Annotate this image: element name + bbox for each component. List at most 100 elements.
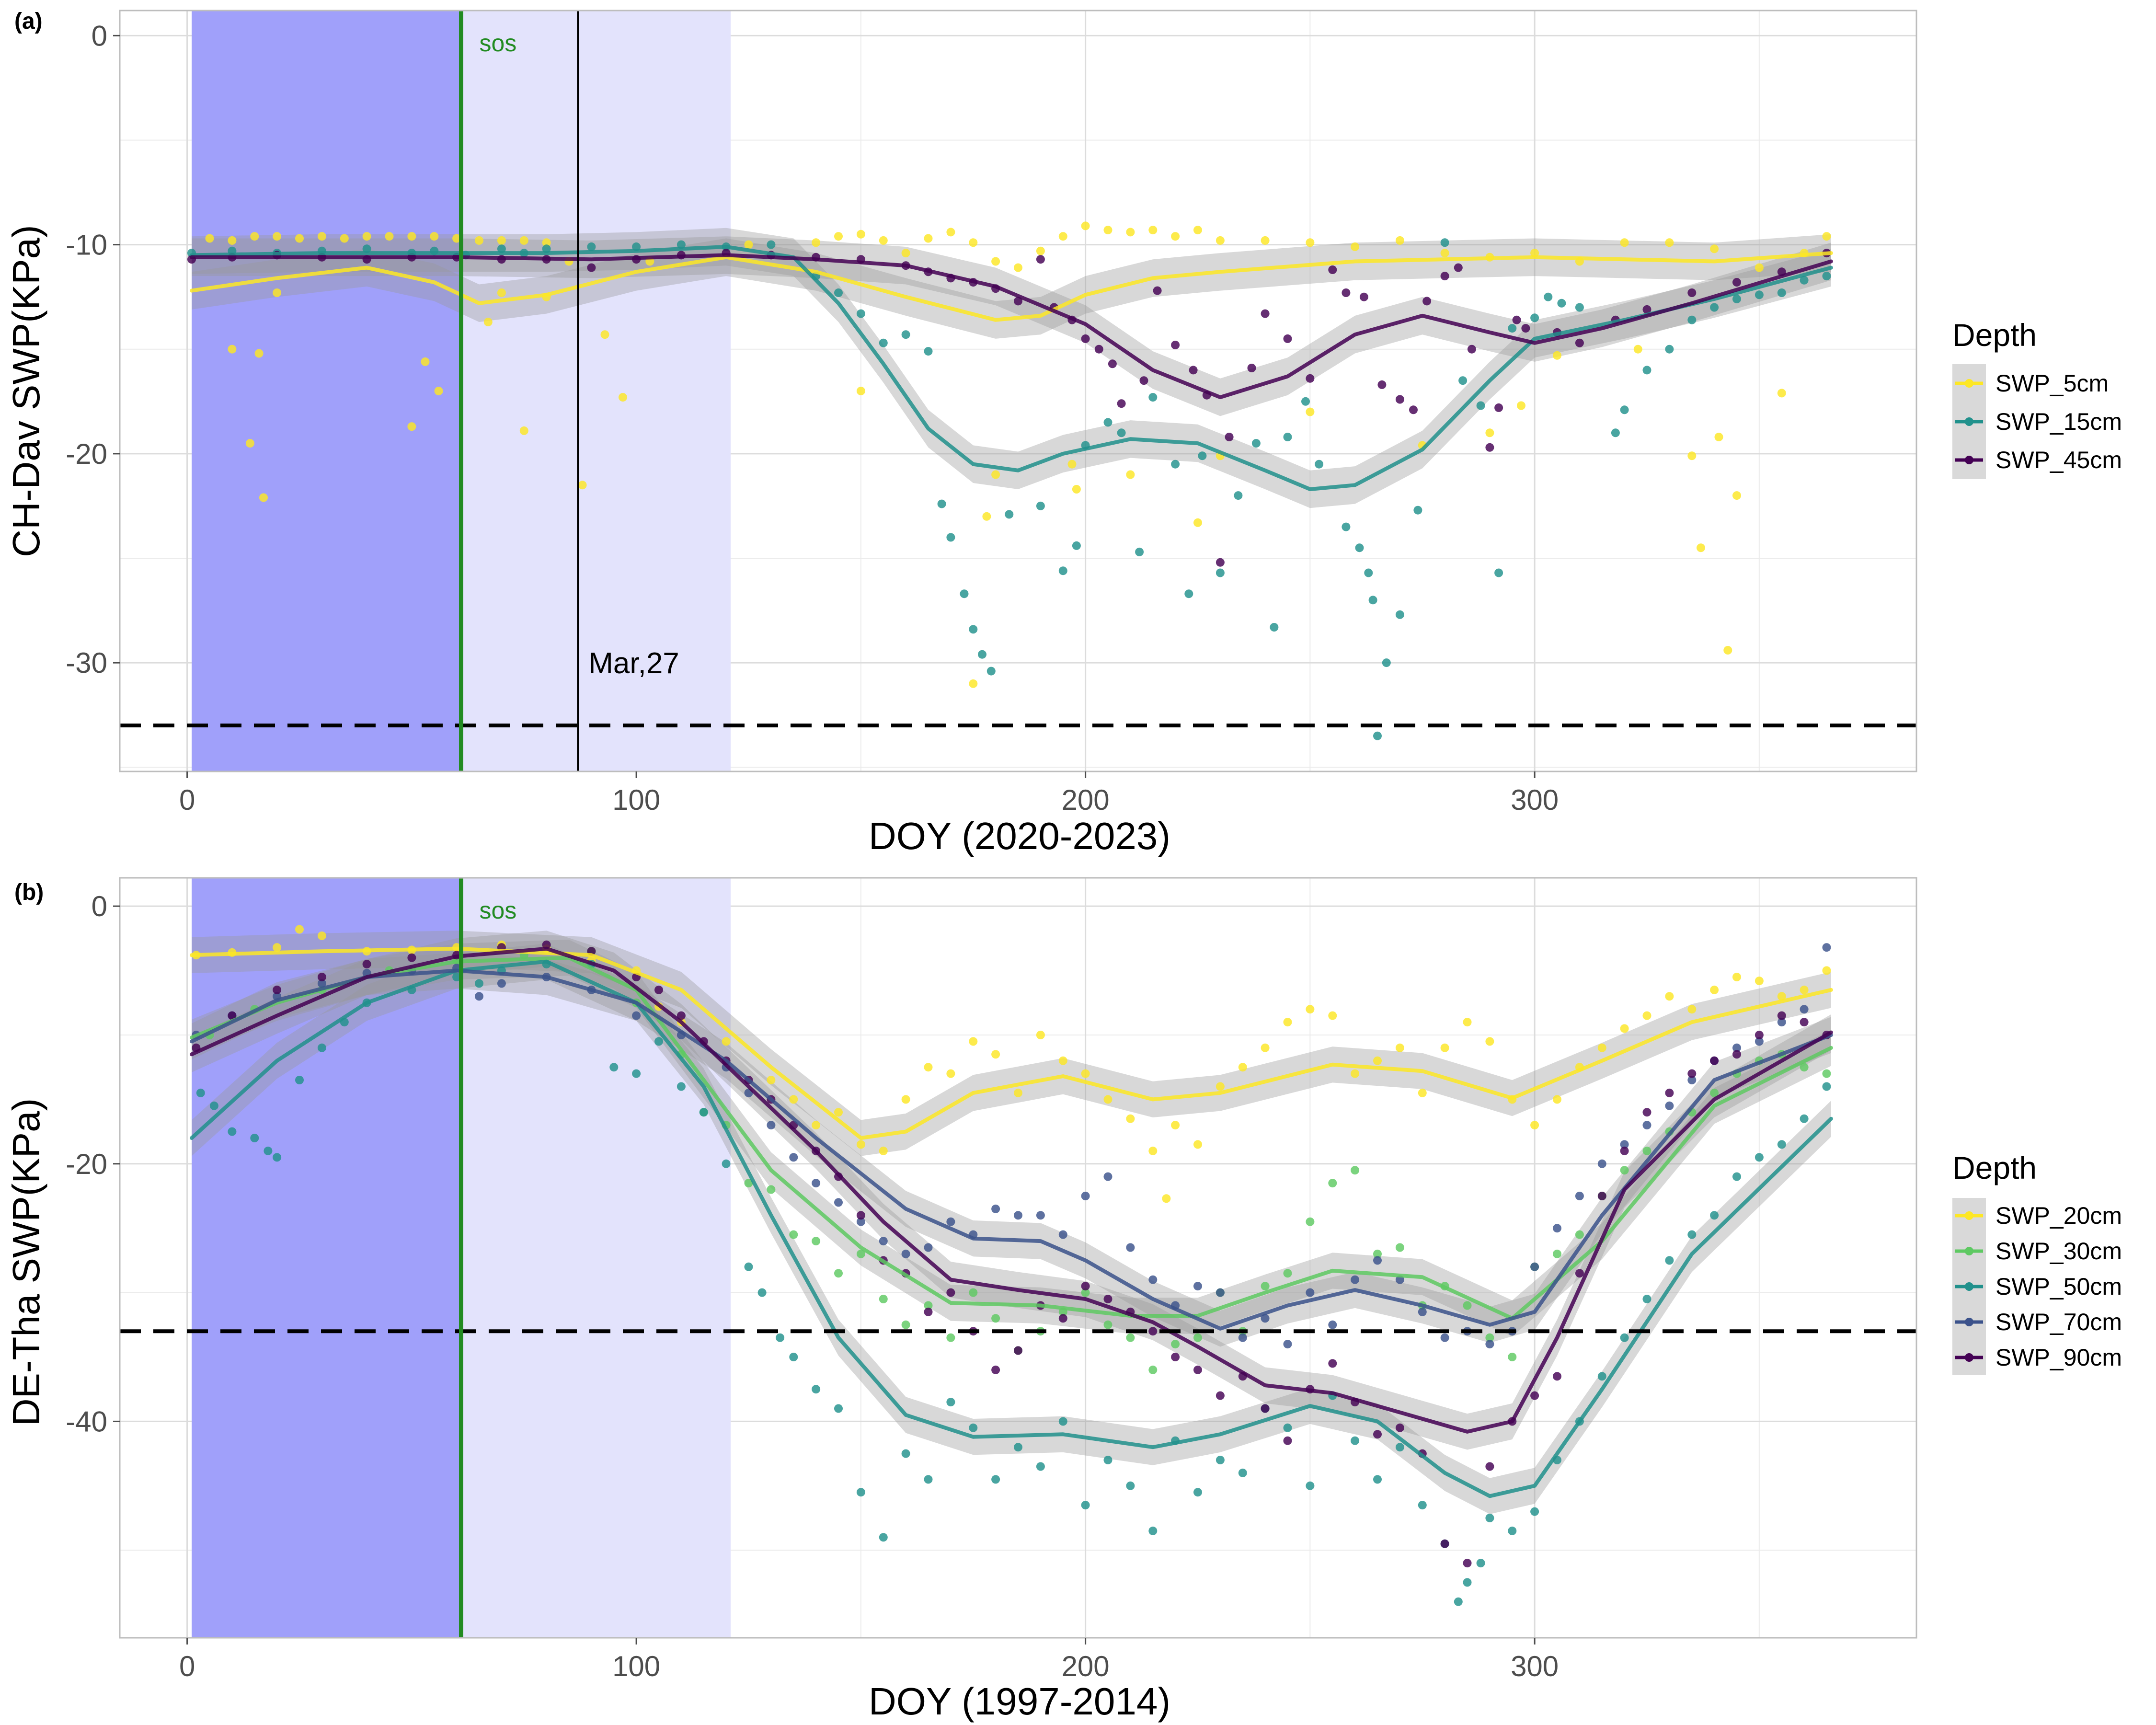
data-point bbox=[1328, 1179, 1337, 1188]
data-point bbox=[1687, 315, 1697, 324]
data-point bbox=[1723, 646, 1732, 655]
data-point bbox=[1530, 249, 1539, 258]
data-point bbox=[1620, 1140, 1629, 1149]
smooth-line-SWP_15cm bbox=[190, 245, 1833, 491]
legend-label: SWP_30cm bbox=[1995, 1238, 2122, 1265]
data-point bbox=[1597, 1372, 1606, 1381]
data-point bbox=[1216, 558, 1225, 567]
data-point bbox=[1117, 428, 1126, 437]
data-point bbox=[1216, 1082, 1225, 1091]
data-point bbox=[1058, 1314, 1067, 1323]
data-point bbox=[856, 1249, 865, 1258]
data-point bbox=[1148, 393, 1158, 402]
data-point bbox=[969, 1037, 978, 1046]
data-point bbox=[1800, 1063, 1809, 1072]
data-point bbox=[937, 499, 946, 508]
data-point bbox=[1620, 238, 1629, 247]
data-point bbox=[1822, 1082, 1831, 1091]
data-point bbox=[1171, 460, 1180, 469]
data-point bbox=[1355, 543, 1364, 552]
data-point bbox=[969, 679, 978, 688]
data-point bbox=[1283, 1340, 1292, 1349]
data-point bbox=[1126, 1481, 1135, 1490]
data-point bbox=[245, 439, 254, 448]
data-point bbox=[1476, 401, 1485, 410]
data-point bbox=[1036, 1211, 1045, 1220]
data-point bbox=[1171, 1340, 1180, 1349]
data-point bbox=[421, 357, 430, 366]
data-point bbox=[856, 1211, 865, 1220]
data-point bbox=[483, 318, 493, 326]
data-point bbox=[1553, 351, 1561, 360]
data-point bbox=[1530, 1262, 1539, 1271]
data-point bbox=[1058, 1056, 1067, 1065]
data-point bbox=[924, 1063, 933, 1072]
data-point bbox=[901, 330, 910, 339]
legend-title-a: Depth bbox=[1952, 317, 2037, 353]
data-point bbox=[946, 1217, 955, 1226]
data-point bbox=[1283, 433, 1292, 441]
data-point bbox=[1822, 943, 1831, 952]
data-point bbox=[1306, 407, 1315, 416]
data-point bbox=[1148, 226, 1158, 235]
panel-b: (b) sos 0 100 200 300 0 -20 -40 DOY (1997-2014)… bbox=[5, 877, 2122, 1723]
data-point bbox=[1081, 1288, 1090, 1297]
y-tick-label: 0 bbox=[92, 20, 107, 52]
data-point bbox=[1193, 518, 1202, 527]
data-point bbox=[273, 943, 282, 952]
smooth-line-SWP_30cm bbox=[190, 955, 1833, 1321]
data-point bbox=[1710, 1056, 1719, 1065]
data-point bbox=[228, 1011, 237, 1020]
panel-a: (a) sos Mar,27 0 100 200 300 0 -10 -20 -30 DOY (2… bbox=[5, 9, 2122, 857]
data-point bbox=[1108, 359, 1117, 368]
data-point bbox=[1732, 295, 1741, 303]
data-point bbox=[1440, 249, 1449, 258]
data-point bbox=[1732, 973, 1741, 981]
data-point bbox=[1238, 1063, 1247, 1072]
data-point bbox=[1261, 1282, 1270, 1291]
data-point bbox=[1665, 1088, 1674, 1097]
legend-key-point bbox=[1965, 379, 1973, 388]
data-point bbox=[1485, 1514, 1494, 1522]
data-point bbox=[1193, 1488, 1202, 1497]
data-point bbox=[1283, 1436, 1292, 1445]
data-point bbox=[1494, 403, 1503, 412]
legend-key-point bbox=[1965, 1282, 1973, 1291]
data-point bbox=[1216, 1391, 1225, 1400]
data-point bbox=[879, 236, 888, 245]
data-point bbox=[946, 1333, 955, 1342]
data-point bbox=[1148, 1327, 1158, 1336]
data-point bbox=[1732, 1043, 1741, 1052]
y-tick-label: 0 bbox=[92, 890, 107, 922]
data-point bbox=[1597, 1159, 1606, 1168]
data-point bbox=[250, 1134, 259, 1142]
legend-label: SWP_70cm bbox=[1995, 1309, 2122, 1335]
data-point bbox=[946, 1069, 955, 1078]
data-point bbox=[1014, 1088, 1022, 1097]
data-point bbox=[1373, 1056, 1382, 1065]
sos-label: sos bbox=[480, 30, 517, 57]
legend-key-point bbox=[1965, 456, 1973, 464]
legend-b: Depth SWP_20cmSWP_30cmSWP_50cmSWP_70cmSW… bbox=[1952, 1150, 2122, 1375]
data-point bbox=[1642, 1146, 1651, 1155]
x-tick-label: 300 bbox=[1511, 1650, 1559, 1682]
data-point bbox=[1494, 568, 1503, 577]
data-point bbox=[1216, 1456, 1225, 1464]
data-point bbox=[1665, 1101, 1674, 1110]
data-point bbox=[1642, 1121, 1651, 1130]
data-point bbox=[264, 1146, 273, 1155]
data-point bbox=[946, 1398, 955, 1407]
data-point bbox=[1328, 1320, 1337, 1329]
data-point bbox=[1755, 1031, 1764, 1039]
data-point bbox=[1058, 566, 1067, 575]
data-point bbox=[1575, 338, 1584, 347]
data-point bbox=[856, 230, 865, 239]
data-point bbox=[273, 232, 282, 241]
data-point bbox=[1553, 1372, 1561, 1381]
data-point bbox=[901, 249, 910, 258]
data-point bbox=[1193, 1282, 1202, 1291]
data-point bbox=[1800, 276, 1809, 285]
data-point bbox=[1463, 1578, 1472, 1587]
data-point bbox=[317, 979, 326, 988]
data-point bbox=[1148, 1526, 1158, 1535]
